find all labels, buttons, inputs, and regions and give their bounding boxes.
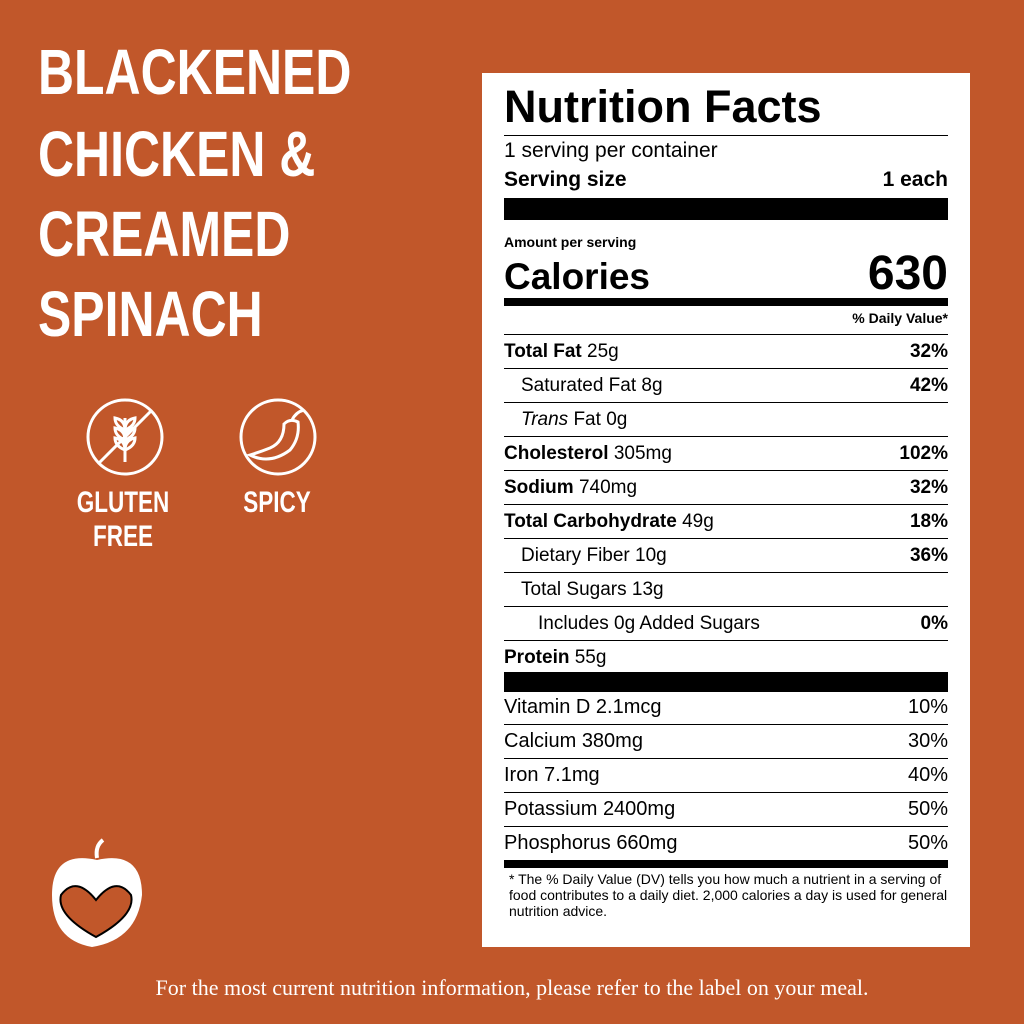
row: Phosphorus 660mg 50% bbox=[504, 826, 948, 860]
product-title: CHICKEN & bbox=[38, 118, 316, 190]
amount: 13g bbox=[631, 578, 664, 600]
row: Calcium 380mg 30% bbox=[504, 724, 948, 758]
name: Potassium bbox=[504, 798, 598, 820]
name: Protein bbox=[504, 646, 570, 668]
rule bbox=[504, 298, 948, 306]
amount: 8g bbox=[641, 374, 663, 396]
name: Calcium bbox=[504, 730, 577, 752]
name: Cholesterol bbox=[504, 442, 609, 464]
name: Dietary Fiber bbox=[521, 544, 630, 566]
amount: 7.1mg bbox=[544, 764, 600, 786]
dv: 30% bbox=[907, 730, 948, 752]
row: Vitamin D 2.1mcg 10% bbox=[504, 691, 948, 724]
value: 1 each bbox=[882, 168, 948, 191]
name: Vitamin D bbox=[504, 696, 591, 718]
label: Calories bbox=[504, 256, 651, 297]
row: Dietary Fiber 10g 36% bbox=[504, 538, 948, 572]
dv: 32% bbox=[909, 476, 948, 498]
vitamin-rows: Vitamin D 2.1mcg 10% Calcium 380mg 30% Iron … bbox=[504, 691, 948, 860]
dv: 36% bbox=[909, 544, 948, 566]
apple-logo bbox=[52, 838, 142, 947]
product-title: BLACKENED bbox=[38, 36, 352, 108]
dv-header: % Daily Value* bbox=[852, 310, 948, 326]
amount-per-serving: Amount per serving bbox=[504, 234, 637, 250]
row: Trans Fat 0g bbox=[504, 402, 948, 436]
amount: 380mg bbox=[581, 730, 643, 752]
dv: 42% bbox=[909, 374, 948, 396]
rule bbox=[504, 860, 948, 868]
amount: 2.1mcg bbox=[595, 696, 662, 718]
amount: 49g bbox=[682, 510, 714, 532]
row: Total Sugars 13g bbox=[504, 572, 948, 606]
dv: 32% bbox=[909, 340, 948, 362]
badge: SPICY bbox=[243, 486, 311, 519]
amount: 10g bbox=[635, 544, 667, 566]
spicy-icon bbox=[239, 398, 317, 476]
footer-note: For the most current nutrition informati… bbox=[155, 975, 869, 1000]
serving-size: Serving size 1 each bbox=[504, 168, 948, 192]
row: Total Fat 25g 32% bbox=[504, 334, 948, 368]
label: Serving size bbox=[504, 168, 627, 191]
name: Fat bbox=[573, 408, 601, 430]
row: Potassium 2400mg 50% bbox=[504, 792, 948, 826]
calories: Calories 630 bbox=[504, 246, 948, 301]
row: Saturated Fat 8g 42% bbox=[504, 368, 948, 402]
rule bbox=[504, 672, 948, 692]
nutrient-rows: Total Fat 25g 32% Saturated Fat 8g 42% Tra… bbox=[504, 334, 948, 674]
name: Total Sugars bbox=[521, 578, 627, 600]
amount: 660mg bbox=[616, 832, 678, 854]
name: Saturated Fat bbox=[521, 374, 637, 396]
dv: 50% bbox=[907, 798, 948, 820]
amount: 2400mg bbox=[602, 798, 676, 820]
row: Protein 55g bbox=[504, 640, 948, 674]
icons bbox=[52, 398, 317, 947]
dv: 10% bbox=[907, 696, 948, 718]
footnote: * The % Daily Value (DV) tells you how m… bbox=[509, 871, 948, 919]
name: Iron bbox=[504, 764, 539, 786]
product-title: CREAMED bbox=[38, 198, 291, 270]
dv: 40% bbox=[907, 764, 948, 786]
name: Sodium bbox=[504, 476, 574, 498]
dv: 0% bbox=[920, 612, 948, 634]
amount: 740mg bbox=[578, 476, 638, 498]
badge: GLUTEN FREE bbox=[76, 486, 170, 553]
row: Cholesterol 305mg 102% bbox=[504, 436, 948, 470]
label-title: Nutrition Facts bbox=[504, 81, 948, 136]
row: Sodium 740mg 32% bbox=[504, 470, 948, 504]
name: Total Carbohydrate bbox=[504, 510, 677, 532]
dv: 18% bbox=[909, 510, 948, 532]
name: Includes 0g Added Sugars bbox=[538, 612, 760, 634]
amount: 25g bbox=[587, 340, 619, 362]
row: Includes 0g Added Sugars 0% bbox=[504, 606, 948, 640]
nutrition-label: Nutrition Facts 1 serving per container … bbox=[482, 73, 970, 947]
row: Iron 7.1mg 40% bbox=[504, 758, 948, 792]
name: Phosphorus bbox=[504, 832, 611, 854]
dv: 50% bbox=[907, 832, 948, 854]
name: Trans bbox=[521, 408, 569, 430]
amount: 55g bbox=[574, 646, 607, 668]
amount: 0g bbox=[606, 408, 628, 430]
amount: 305mg bbox=[613, 442, 672, 464]
value: 630 bbox=[867, 247, 948, 300]
rule bbox=[504, 198, 948, 220]
dv: 102% bbox=[899, 442, 948, 464]
product-title: SPINACH bbox=[38, 278, 263, 350]
name: Total Fat bbox=[504, 340, 582, 362]
row: Total Carbohydrate 49g 18% bbox=[504, 504, 948, 538]
servings: 1 serving per container bbox=[504, 139, 718, 162]
gluten-free-icon bbox=[86, 398, 164, 476]
